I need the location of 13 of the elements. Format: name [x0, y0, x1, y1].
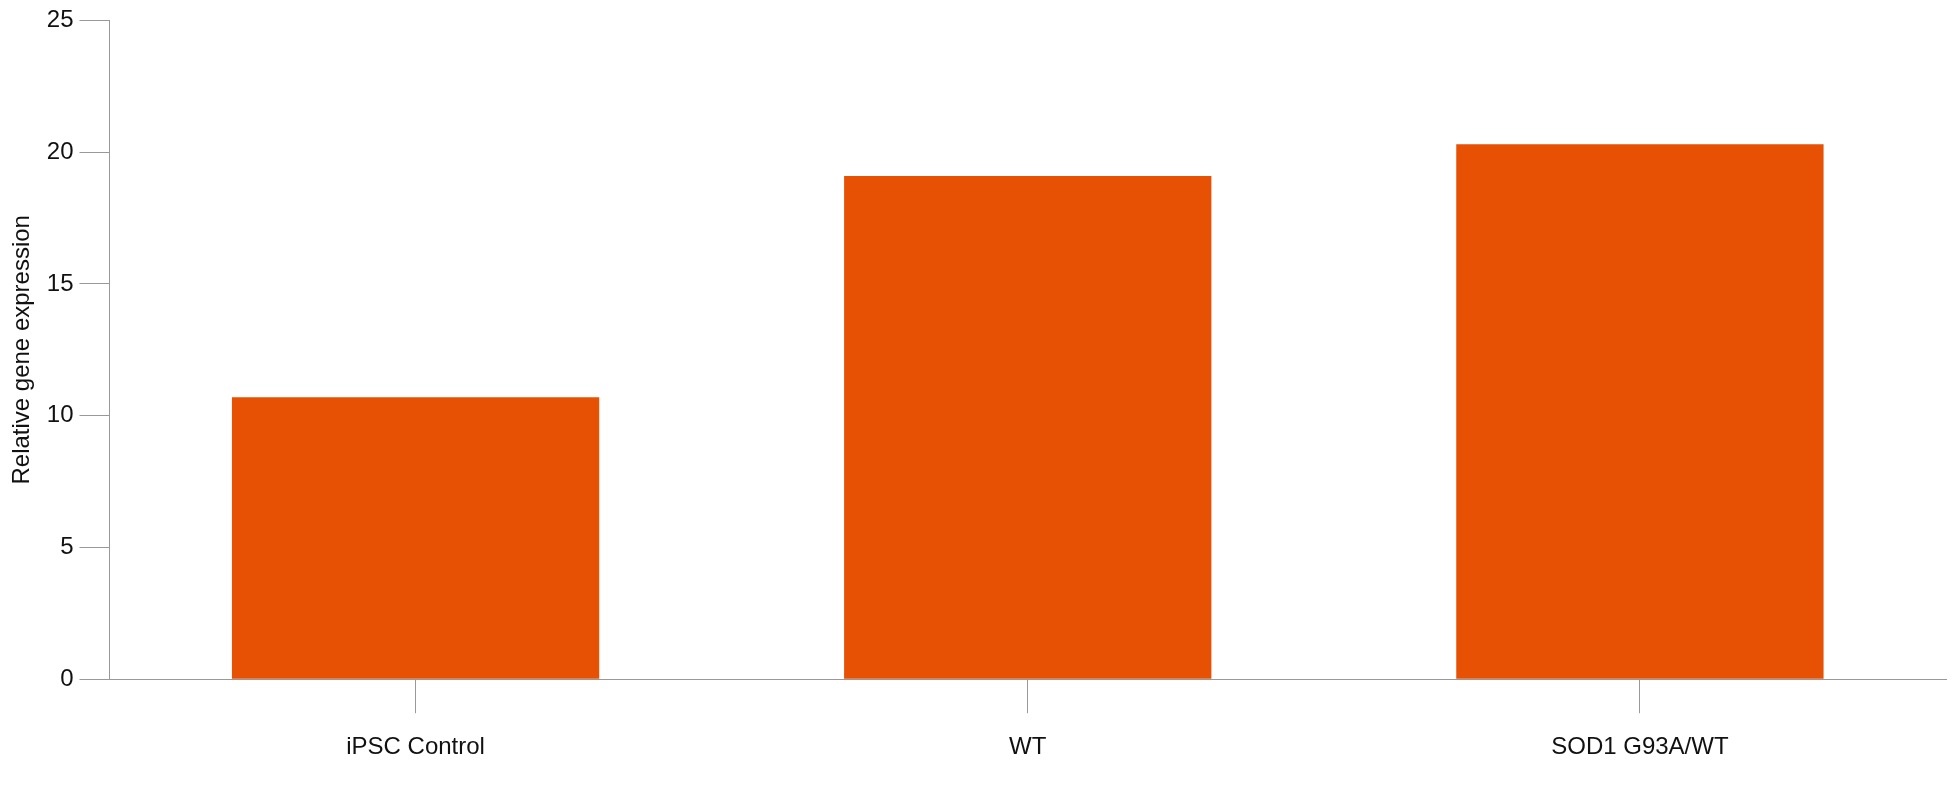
y-tick-label: 5 [60, 532, 74, 560]
x-tick-label: iPSC Control [346, 732, 485, 760]
y-axis-title: Relative gene expression [7, 215, 35, 485]
y-tick-label: 20 [46, 136, 74, 164]
y-tick-label: 25 [46, 5, 74, 33]
y-tick-label: 10 [46, 400, 74, 428]
x-tick-label: WT [1009, 732, 1047, 760]
bar [1456, 144, 1824, 679]
bar [844, 175, 1212, 679]
x-tick-label: SOD1 G93A/WT [1551, 732, 1729, 760]
bar [231, 397, 600, 679]
y-tick-label: 15 [46, 268, 74, 296]
y-tick-label: 0 [60, 663, 74, 691]
